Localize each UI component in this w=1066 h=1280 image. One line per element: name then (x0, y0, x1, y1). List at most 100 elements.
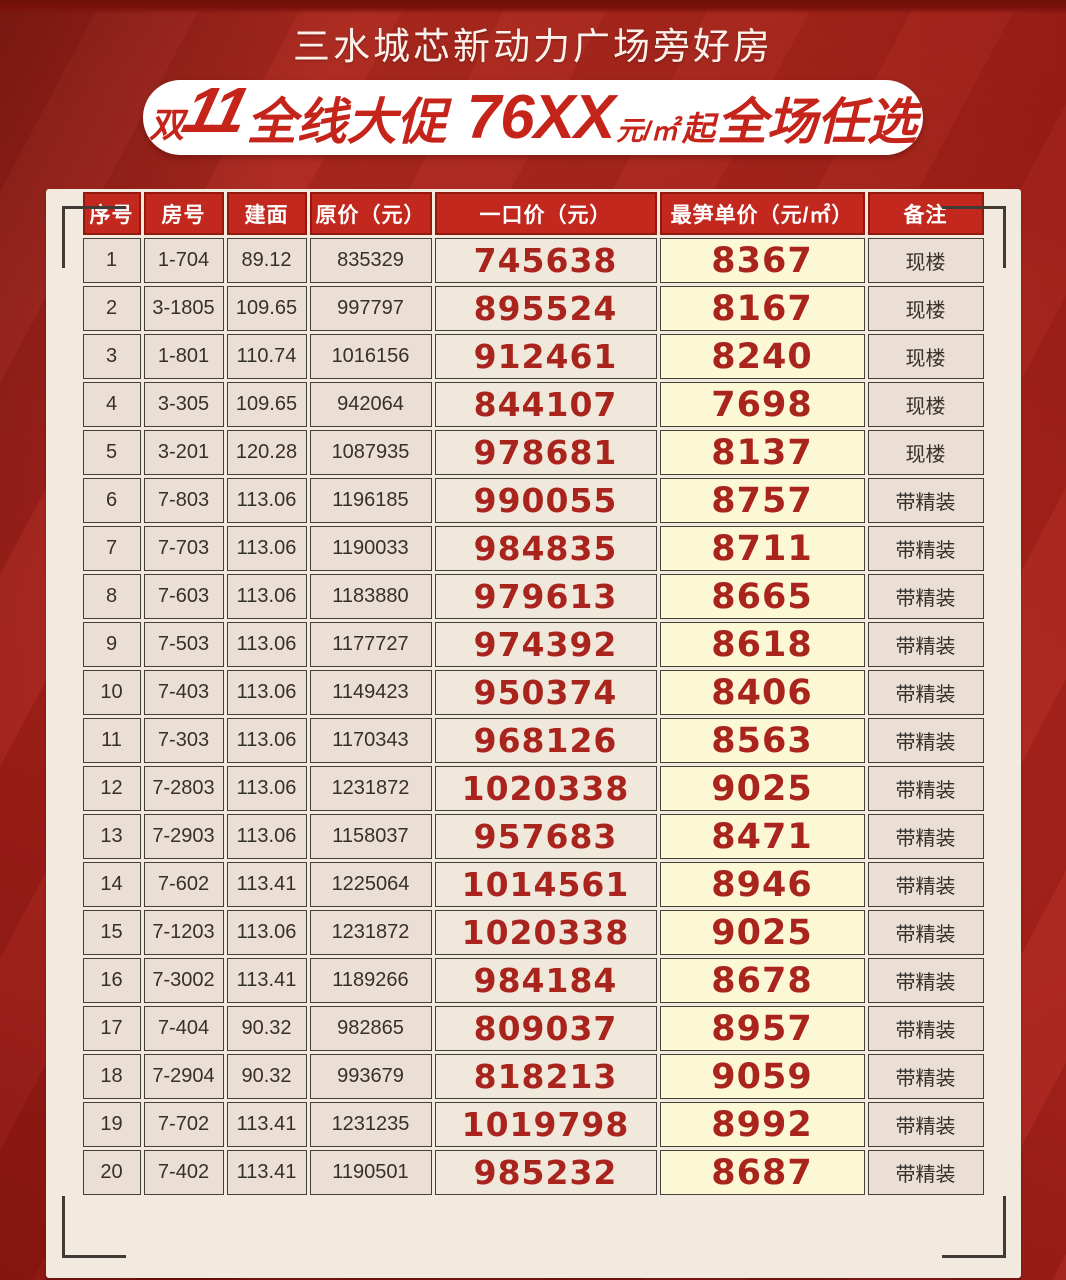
table-row: 3 1-801 110.74 1016156 912461 8240 现楼 (82, 334, 984, 379)
cell-room: 7-703 (143, 526, 224, 571)
cell-deal: 1019798 (434, 1102, 657, 1147)
cell-area: 113.41 (226, 862, 307, 907)
cell-original: 1231872 (309, 910, 432, 955)
corner-bracket-top-right-icon (941, 206, 1006, 268)
table-row: 4 3-305 109.65 942064 844107 7698 现楼 (82, 382, 984, 427)
cell-room: 7-303 (143, 718, 224, 763)
cell-note: 现楼 (867, 430, 984, 475)
table-row: 10 7-403 113.06 1149423 950374 8406 带精装 (82, 670, 984, 715)
cell-note: 带精装 (867, 766, 984, 811)
column-header-area: 建面 (226, 192, 307, 235)
table-row: 8 7-603 113.06 1183880 979613 8665 带精装 (82, 574, 984, 619)
cell-area: 90.32 (226, 1006, 307, 1051)
cell-deal: 912461 (434, 334, 657, 379)
cell-note: 带精装 (867, 1102, 984, 1147)
cell-room: 7-803 (143, 478, 224, 523)
banner-tail-text: 全场任选 (716, 93, 917, 150)
cell-original: 1190033 (309, 526, 432, 571)
cell-area: 113.06 (226, 574, 307, 619)
cell-note: 带精装 (867, 526, 984, 571)
cell-note: 现楼 (867, 382, 984, 427)
cell-note: 带精装 (867, 622, 984, 667)
cell-seq: 13 (82, 814, 141, 859)
table-row: 9 7-503 113.06 1177727 974392 8618 带精装 (82, 622, 984, 667)
cell-seq: 12 (82, 766, 141, 811)
cell-deal: 985232 (434, 1150, 657, 1195)
cell-unit_price: 8137 (659, 430, 865, 475)
price-table: 序号 房号 建面 原价（元） 一口价（元） 最笋单价（元/㎡） 备注 1 1-704 89.12… (80, 189, 987, 1198)
cell-room: 7-2803 (143, 766, 224, 811)
banner-double-label: 双 (149, 106, 185, 145)
cell-seq: 6 (82, 478, 141, 523)
cell-seq: 16 (82, 958, 141, 1003)
cell-unit_price: 8757 (659, 478, 865, 523)
cell-note: 带精装 (867, 718, 984, 763)
cell-deal: 957683 (434, 814, 657, 859)
cell-unit_price: 8678 (659, 958, 865, 1003)
column-header-unit_price: 最笋单价（元/㎡） (659, 192, 865, 235)
cell-unit_price: 8367 (659, 238, 865, 283)
column-header-seq: 序号 (82, 192, 141, 235)
cell-deal: 984835 (434, 526, 657, 571)
cell-seq: 10 (82, 670, 141, 715)
cell-seq: 19 (82, 1102, 141, 1147)
cell-room: 7-2903 (143, 814, 224, 859)
cell-area: 113.41 (226, 1150, 307, 1195)
table-row: 5 3-201 120.28 1087935 978681 8137 现楼 (82, 430, 984, 475)
cell-unit_price: 8711 (659, 526, 865, 571)
cell-area: 113.06 (226, 814, 307, 859)
price-table-panel: 序号 房号 建面 原价（元） 一口价（元） 最笋单价（元/㎡） 备注 1 1-704 89.12… (45, 189, 1021, 1278)
cell-unit_price: 8957 (659, 1006, 865, 1051)
cell-area: 113.41 (226, 1102, 307, 1147)
cell-room: 7-402 (143, 1150, 224, 1195)
cell-original: 1177727 (309, 622, 432, 667)
cell-room: 7-602 (143, 862, 224, 907)
banner-price-unit: 元/㎡ (616, 116, 678, 146)
cell-seq: 1 (82, 238, 141, 283)
cell-area: 110.74 (226, 334, 307, 379)
cell-room: 1-801 (143, 334, 224, 379)
cell-seq: 4 (82, 382, 141, 427)
cell-original: 1158037 (309, 814, 432, 859)
cell-room: 7-2904 (143, 1054, 224, 1099)
cell-original: 982865 (309, 1006, 432, 1051)
page-title: 三水城芯新动力广场旁好房 (293, 26, 773, 67)
cell-seq: 3 (82, 334, 141, 379)
banner-eleven-number: 11 (176, 74, 253, 147)
table-row: 2 3-1805 109.65 997797 895524 8167 现楼 (82, 286, 984, 331)
table-row: 11 7-303 113.06 1170343 968126 8563 带精装 (82, 718, 984, 763)
cell-unit_price: 8406 (659, 670, 865, 715)
cell-room: 3-1805 (143, 286, 224, 331)
cell-room: 1-704 (143, 238, 224, 283)
cell-area: 113.06 (226, 766, 307, 811)
cell-area: 109.65 (226, 286, 307, 331)
banner-price-value: 76XX (466, 83, 616, 152)
cell-unit_price: 9025 (659, 766, 865, 811)
table-row: 12 7-2803 113.06 1231872 1020338 9025 带精装 (82, 766, 984, 811)
column-header-room: 房号 (143, 192, 224, 235)
cell-deal: 895524 (434, 286, 657, 331)
cell-note: 现楼 (867, 238, 984, 283)
cell-deal: 974392 (434, 622, 657, 667)
cell-seq: 9 (82, 622, 141, 667)
cell-area: 113.06 (226, 622, 307, 667)
cell-original: 1196185 (309, 478, 432, 523)
banner-from-label: 起 (681, 109, 715, 147)
cell-room: 7-1203 (143, 910, 224, 955)
cell-area: 113.06 (226, 526, 307, 571)
cell-original: 997797 (309, 286, 432, 331)
cell-room: 3-305 (143, 382, 224, 427)
cell-note: 带精装 (867, 1150, 984, 1195)
column-header-original: 原价（元） (309, 192, 432, 235)
cell-unit_price: 8687 (659, 1150, 865, 1195)
cell-seq: 11 (82, 718, 141, 763)
cell-original: 942064 (309, 382, 432, 427)
cell-deal: 978681 (434, 430, 657, 475)
cell-deal: 844107 (434, 382, 657, 427)
corner-bracket-top-left-icon (61, 206, 126, 268)
cell-note: 带精装 (867, 670, 984, 715)
cell-unit_price: 9059 (659, 1054, 865, 1099)
cell-unit_price: 8471 (659, 814, 865, 859)
cell-unit_price: 8563 (659, 718, 865, 763)
cell-area: 113.06 (226, 670, 307, 715)
